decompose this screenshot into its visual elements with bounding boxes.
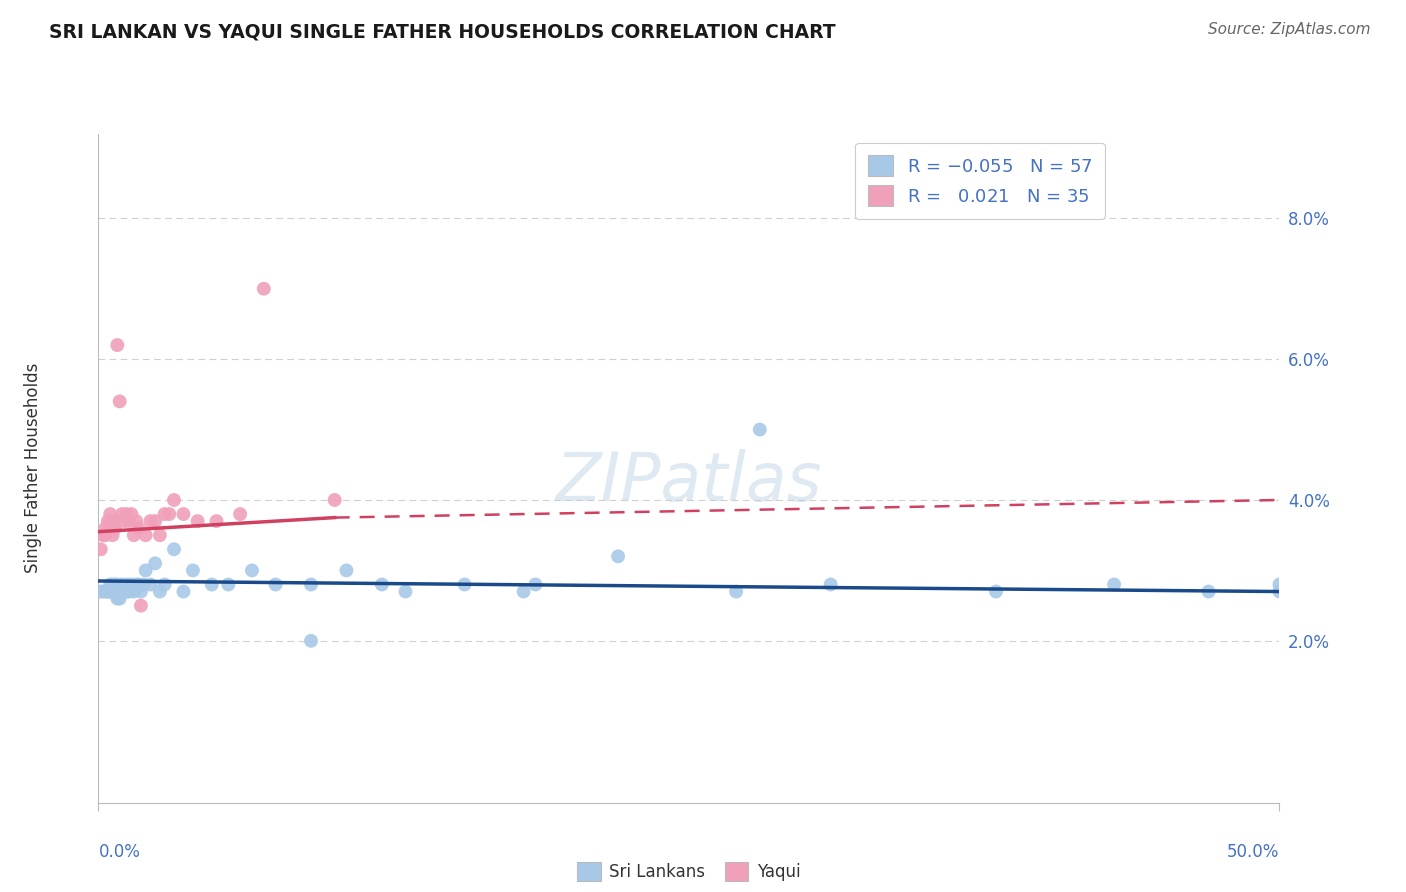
Point (104, 514, 127, 528)
Point (104, 521, 127, 535)
Point (1102, 577, 1125, 591)
Point (128, 521, 150, 535)
Point (101, 584, 124, 599)
Point (153, 577, 176, 591)
Point (163, 542, 186, 557)
Point (139, 514, 162, 528)
Point (98, 584, 121, 599)
Point (299, 633, 322, 648)
Point (139, 577, 162, 591)
Point (157, 507, 180, 521)
Point (820, 577, 842, 591)
Point (94, 521, 117, 535)
Point (163, 493, 186, 508)
Point (108, 584, 131, 599)
Point (129, 584, 152, 599)
Point (101, 528, 124, 542)
Point (149, 528, 172, 542)
Point (201, 577, 224, 591)
Point (725, 584, 748, 599)
Point (104, 577, 127, 591)
Point (135, 563, 157, 577)
Point (112, 584, 135, 599)
Point (111, 507, 134, 521)
Point (111, 584, 134, 599)
Point (112, 514, 135, 528)
Point (524, 577, 547, 591)
Point (240, 563, 263, 577)
Point (115, 507, 138, 521)
Point (91, 584, 114, 599)
Text: Source: ZipAtlas.com: Source: ZipAtlas.com (1208, 22, 1371, 37)
Point (97, 584, 120, 599)
Point (101, 514, 124, 528)
Point (125, 577, 148, 591)
Point (143, 557, 166, 571)
Point (172, 584, 194, 599)
Point (453, 577, 475, 591)
Point (132, 577, 155, 591)
Point (105, 577, 128, 591)
Point (104, 584, 127, 599)
Point (129, 599, 152, 613)
Point (121, 507, 143, 521)
Point (122, 584, 145, 599)
Point (97, 514, 120, 528)
Point (122, 528, 145, 542)
Text: 50.0%: 50.0% (1227, 843, 1279, 861)
Point (153, 507, 176, 521)
Point (205, 514, 228, 528)
Point (91, 528, 114, 542)
Point (115, 584, 138, 599)
Point (111, 577, 134, 591)
Point (121, 577, 143, 591)
Point (371, 577, 394, 591)
Point (125, 514, 148, 528)
Point (90, 542, 112, 557)
Point (512, 584, 534, 599)
Point (143, 514, 166, 528)
Point (607, 549, 630, 564)
Point (98, 577, 121, 591)
Point (94, 528, 117, 542)
Text: Single Father Households: Single Father Households (24, 363, 42, 574)
Point (1268, 577, 1291, 591)
Point (115, 577, 138, 591)
Point (181, 563, 204, 577)
Point (229, 507, 252, 521)
Point (118, 584, 141, 599)
Point (1198, 584, 1220, 599)
Text: ZIPatlas: ZIPatlas (555, 449, 823, 515)
Point (97, 584, 120, 599)
Point (101, 577, 124, 591)
Point (108, 394, 131, 409)
Point (105, 338, 128, 352)
Point (984, 584, 1007, 599)
Point (135, 528, 157, 542)
Point (335, 563, 357, 577)
Point (98, 521, 121, 535)
Point (187, 514, 209, 528)
Text: 0.0%: 0.0% (98, 843, 141, 861)
Point (1268, 584, 1291, 599)
Point (90, 584, 112, 599)
Point (98, 507, 121, 521)
Point (748, 423, 770, 437)
Point (118, 514, 141, 528)
Text: SRI LANKAN VS YAQUI SINGLE FATHER HOUSEHOLDS CORRELATION CHART: SRI LANKAN VS YAQUI SINGLE FATHER HOUSEH… (49, 22, 835, 41)
Point (108, 591, 131, 606)
Point (253, 282, 276, 296)
Legend: Sri Lankans, Yaqui: Sri Lankans, Yaqui (571, 855, 807, 888)
Point (217, 577, 239, 591)
Point (323, 493, 346, 508)
Point (394, 584, 416, 599)
Point (264, 577, 287, 591)
Point (112, 584, 135, 599)
Point (94, 584, 117, 599)
Point (105, 591, 128, 606)
Point (128, 577, 150, 591)
Point (299, 577, 322, 591)
Point (172, 507, 194, 521)
Point (149, 584, 172, 599)
